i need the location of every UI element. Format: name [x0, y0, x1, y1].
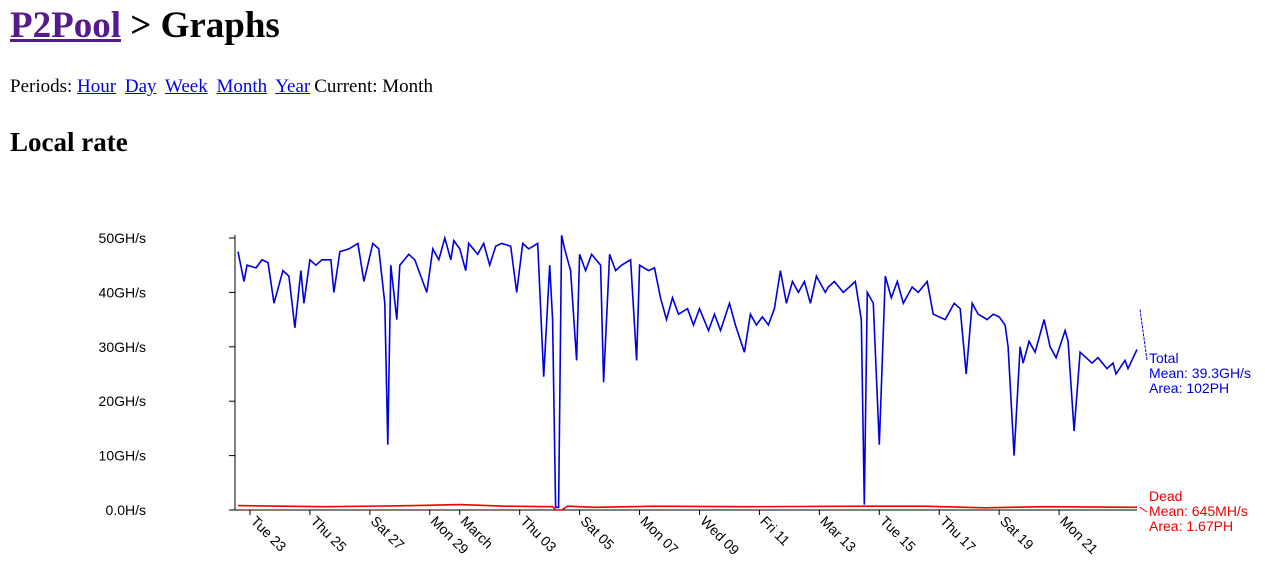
x-tick-label: Thu 17: [937, 513, 979, 555]
title-rest: > Graphs: [130, 5, 280, 46]
x-tick-label: Sat 27: [368, 513, 408, 553]
y-tick-label: 30GH/s: [99, 339, 146, 355]
period-link[interactable]: Hour: [77, 76, 117, 97]
x-tick-label: Mon 07: [637, 513, 681, 557]
period-link[interactable]: Year: [275, 76, 311, 97]
y-tick-label: 20GH/s: [99, 393, 146, 409]
home-link[interactable]: P2Pool: [10, 5, 121, 46]
x-tick-label: Sat 19: [997, 513, 1037, 553]
y-tick-label: 50GH/s: [99, 230, 146, 246]
legend-name: Total: [1149, 350, 1179, 366]
legend-connector: [1139, 506, 1148, 513]
x-tick-label: Fri 11: [757, 513, 793, 549]
series-line: [237, 234, 1138, 509]
page-title: P2Pool > Graphs: [10, 4, 280, 47]
x-tick-label: Tue 23: [248, 513, 290, 555]
period-link[interactable]: Month: [216, 76, 268, 97]
legend-area: Area: 1.67PH: [1149, 518, 1233, 534]
periods-label: Periods:: [10, 76, 73, 97]
x-tick-label: Mar 13: [817, 513, 859, 555]
legend-name: Dead: [1149, 488, 1182, 504]
y-tick-label: 40GH/s: [99, 284, 146, 300]
legend-area: Area: 102PH: [1149, 380, 1229, 396]
x-tick-label: Wed 09: [697, 513, 742, 558]
period-link[interactable]: Day: [124, 76, 157, 97]
current-period: Current: Month: [314, 76, 433, 97]
x-tick-label: Sat 05: [577, 513, 617, 553]
y-tick-label: 10GH/s: [99, 448, 146, 464]
legend-mean: Mean: 645MH/s: [1149, 503, 1248, 519]
x-tick-label: Thu 25: [308, 513, 350, 555]
y-tick-label: 0.0H/s: [106, 502, 146, 518]
legend-connector: [1139, 309, 1148, 361]
section-title: Local rate: [10, 127, 128, 157]
x-tick-label: Thu 03: [518, 513, 560, 555]
legend-mean: Mean: 39.3GH/s: [1149, 365, 1251, 381]
x-tick-label: Tue 15: [877, 513, 919, 555]
periods-bar: Periods: Hour Day Week Month Year Current…: [10, 76, 433, 98]
x-tick-label: Mon 21: [1057, 513, 1101, 557]
period-link[interactable]: Week: [164, 76, 208, 97]
series-line: [237, 503, 1138, 511]
